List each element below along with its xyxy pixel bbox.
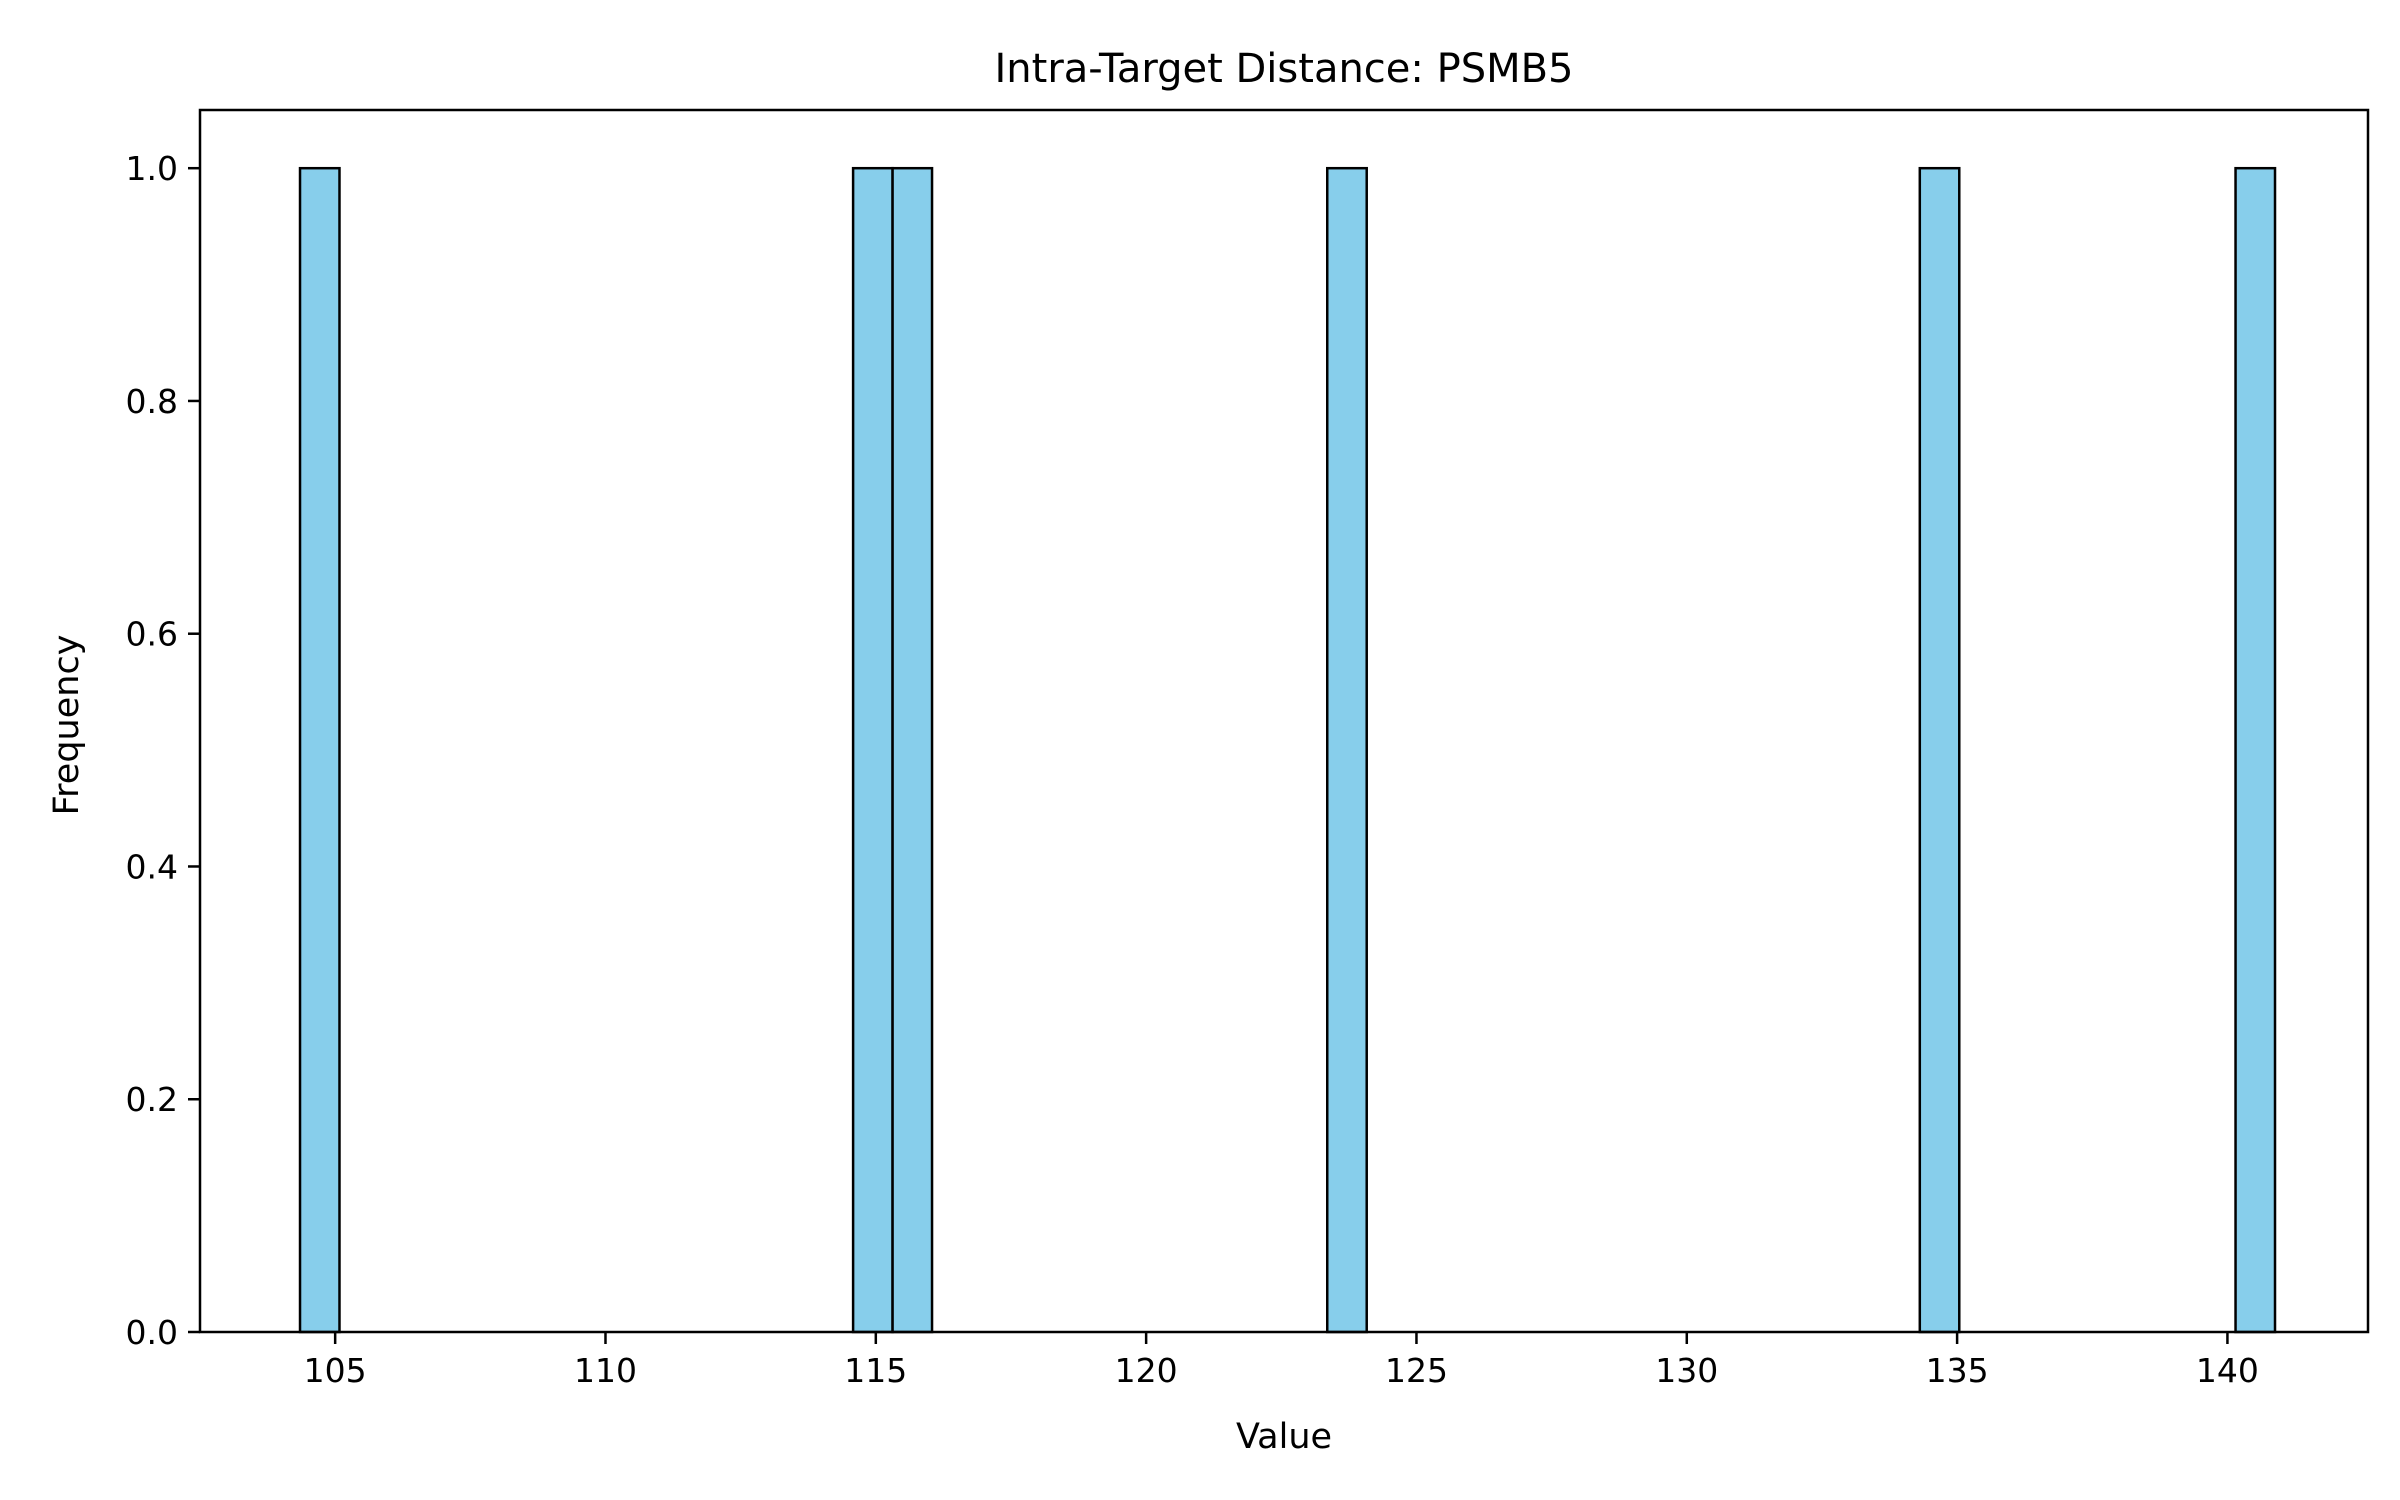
x-tick-label-1: 110	[574, 1351, 637, 1390]
plot-area-frame	[198, 108, 2370, 1334]
y-tick-label-5: 1.0	[126, 149, 178, 188]
x-tick-label-7: 140	[2196, 1351, 2259, 1390]
histogram-bars	[298, 166, 2277, 1334]
x-tick-label-2: 115	[844, 1351, 907, 1390]
x-tick-label-4: 125	[1385, 1351, 1448, 1390]
x-tick-label-6: 135	[1926, 1351, 1989, 1390]
histogram-bar-4	[1918, 166, 1961, 1334]
y-tick-label-3: 0.6	[126, 615, 178, 654]
y-tick-label-1: 0.2	[126, 1080, 178, 1119]
histogram-bar-5	[2234, 166, 2277, 1334]
x-tick-label-3: 120	[1115, 1351, 1178, 1390]
x-tick-label-0: 105	[304, 1351, 367, 1390]
x-axis-ticks: 105 110 115 120 125 130 135 140	[304, 1332, 2259, 1390]
histogram-bar-0	[298, 166, 341, 1334]
histogram-bar-3	[1326, 166, 1368, 1334]
y-tick-label-0: 0.0	[126, 1313, 178, 1352]
y-tick-label-2: 0.4	[126, 847, 178, 886]
histogram-bar-1	[851, 166, 894, 1334]
chart-title: Intra-Target Distance: PSMB5	[994, 46, 1573, 92]
x-axis-label: Value	[1236, 1417, 1332, 1457]
y-axis-ticks: 0.0 0.2 0.4 0.6 0.8 1.0	[126, 149, 200, 1352]
x-tick-label-5: 130	[1655, 1351, 1718, 1390]
y-tick-label-4: 0.8	[126, 382, 178, 421]
histogram-bar-2	[891, 166, 934, 1334]
y-axis-label: Frequency	[47, 635, 87, 816]
